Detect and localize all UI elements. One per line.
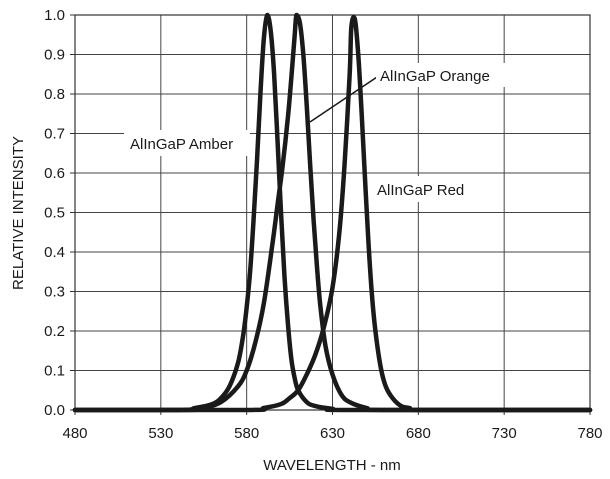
- orange-label: AlInGaP Orange: [380, 68, 490, 85]
- series-layer: [72, 12, 593, 413]
- amber-label: AlInGaP Amber: [130, 136, 233, 153]
- x-tick-label: 580: [234, 425, 259, 442]
- series-line-alingap-amber: [72, 12, 593, 413]
- orange-leader-line: [309, 72, 384, 123]
- x-tick-label: 530: [148, 425, 173, 442]
- y-tick-label: 0.0: [44, 402, 65, 419]
- y-tick-label: 0.1: [44, 363, 65, 380]
- red-label: AlInGaP Red: [377, 182, 464, 199]
- x-tick-label: 630: [320, 425, 345, 442]
- red-label-bg: [372, 176, 482, 202]
- amber-label-bg: [124, 130, 250, 156]
- y-tick-label: 0.7: [44, 126, 65, 143]
- x-tick-labels: 480 530 580 630 680 730 780: [62, 425, 602, 442]
- y-tick-label: 0.4: [44, 244, 65, 261]
- y-tick-label: 0.6: [44, 165, 65, 182]
- y-tick-label: 0.2: [44, 323, 65, 340]
- y-tick-label: 0.9: [44, 47, 65, 64]
- y-tick-label: 0.5: [44, 205, 65, 222]
- series-line-alingap-red: [72, 14, 593, 413]
- y-tick-label: 1.0: [44, 7, 65, 24]
- series-line-alingap-orange: [72, 12, 593, 413]
- x-tick-label: 730: [492, 425, 517, 442]
- x-axis-label: WAVELENGTH - nm: [263, 457, 401, 474]
- y-tick-label: 0.8: [44, 86, 65, 103]
- y-tick-label: 0.3: [44, 284, 65, 301]
- x-tick-label: 480: [62, 425, 87, 442]
- y-axis-label: RELATIVE INTENSITY: [10, 136, 27, 290]
- orange-label-bg: [376, 63, 510, 87]
- grid: [70, 14, 591, 415]
- x-tick-label: 780: [577, 425, 602, 442]
- y-tick-labels: 0.0 0.1 0.2 0.3 0.4 0.5 0.6 0.7 0.8 0.9 1.0: [44, 7, 65, 419]
- x-tick-label: 680: [406, 425, 431, 442]
